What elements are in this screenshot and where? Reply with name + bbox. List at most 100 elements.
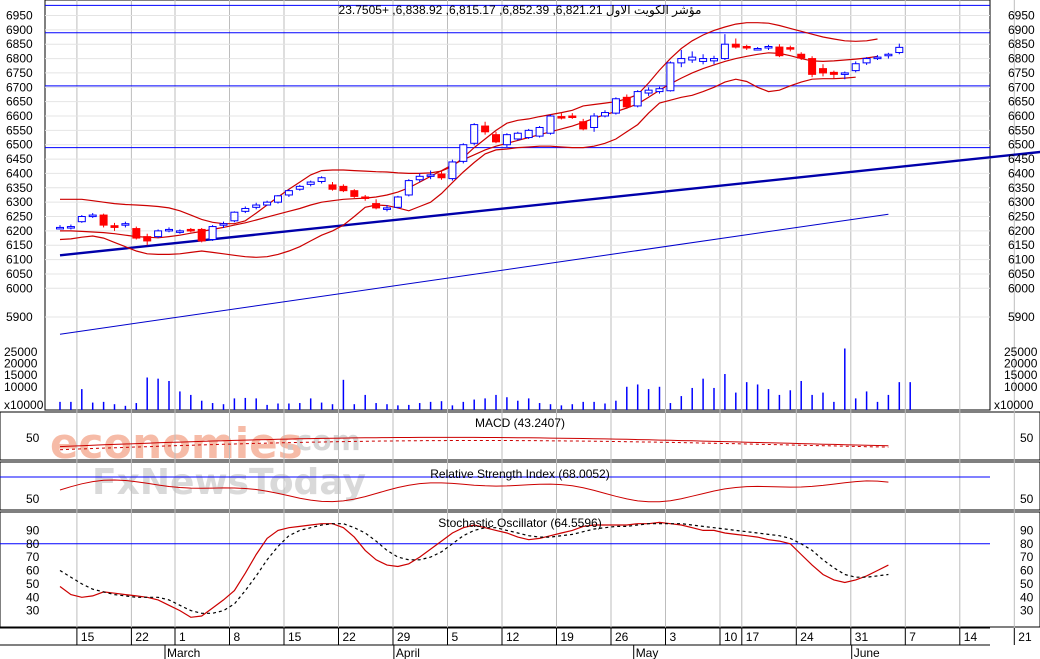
candle-up xyxy=(644,89,653,94)
price-ytick-left: 6050 xyxy=(6,267,33,281)
volume-ytick-left: 20000 xyxy=(4,357,38,371)
x-axis-month-label: June xyxy=(854,646,880,659)
candle-up xyxy=(720,43,729,60)
x-axis-day-label: 10 xyxy=(724,630,738,644)
macd-ytick-left: 50 xyxy=(26,431,40,445)
candle-up xyxy=(295,185,304,190)
price-ytick-left: 6150 xyxy=(6,238,33,252)
panel-frames xyxy=(0,0,1040,628)
candle-up xyxy=(415,175,424,181)
volume-ytick-left: 15000 xyxy=(4,368,38,382)
price-ytick-right: 6600 xyxy=(1008,109,1035,123)
candle-down xyxy=(492,134,500,143)
candle-down xyxy=(829,71,838,75)
price-ytick-right: 6800 xyxy=(1008,52,1035,66)
candle-up xyxy=(317,177,326,182)
candle-up xyxy=(448,161,457,180)
x-axis-day-label: 5 xyxy=(452,630,459,644)
stoch-ytick-right: 30 xyxy=(1020,604,1034,618)
candle-down xyxy=(568,115,577,118)
candle-up xyxy=(121,223,130,226)
x-axis-month-label: March xyxy=(167,646,200,659)
price-ytick-left: 6500 xyxy=(6,138,33,152)
rsi-title: Relative Strength Index (68.0052) xyxy=(430,467,609,481)
macd-title: MACD (43.2407) xyxy=(475,416,565,430)
price-ytick-left: 6700 xyxy=(6,80,33,94)
watermark: economies .com FxNewsToday xyxy=(50,419,366,503)
candle-up xyxy=(56,226,64,230)
stoch-ytick-right: 70 xyxy=(1020,550,1034,564)
stoch-title: Stochastic Oscillator (64.5596) xyxy=(438,516,601,530)
candle-up xyxy=(230,211,239,222)
candle-up xyxy=(77,216,86,223)
volume-ytick-left: 10000 xyxy=(4,380,38,394)
x-axis-day-label: 14 xyxy=(964,630,978,644)
candle-up xyxy=(383,207,391,210)
candle-down xyxy=(786,47,795,50)
x-axis-day-label: 31 xyxy=(855,630,869,644)
candle-down xyxy=(775,46,784,57)
candle-up xyxy=(677,58,686,64)
price-ytick-right: 6300 xyxy=(1008,195,1035,209)
price-ytick-right: 6350 xyxy=(1008,181,1035,195)
price-chart-title: مؤشر الكويت الاول 6,821.21, 6,852.39, 6,… xyxy=(339,3,702,18)
price-ytick-right: 6900 xyxy=(1008,23,1035,37)
candle-up xyxy=(252,204,261,208)
candle-down xyxy=(437,173,446,179)
candle-up xyxy=(633,91,642,107)
x-axis-day-label: 7 xyxy=(909,630,916,644)
x-axis-day-label: 3 xyxy=(670,630,677,644)
price-ytick-left: 6950 xyxy=(6,8,33,22)
price-ytick-left: 6100 xyxy=(6,253,33,267)
macd-signal-line xyxy=(59,440,889,451)
candle-down xyxy=(481,125,490,133)
watermark-fxnewstoday: FxNewsToday xyxy=(92,462,366,503)
x-axis: 15 22 1 8 15 22 29 5 12 19 26 3 10 17 24 31 7 14 21 March Ap… xyxy=(0,627,1032,659)
volume-unit-label-right: x10000 xyxy=(994,398,1034,412)
price-ytick-left: 6000 xyxy=(6,281,33,295)
rsi-panel-frame xyxy=(0,461,1040,511)
candle-up xyxy=(851,63,860,72)
x-axis-day-label: 12 xyxy=(506,630,520,644)
candle-down xyxy=(328,184,337,190)
price-ytick-left: 6800 xyxy=(6,52,33,66)
candle-up xyxy=(895,46,904,54)
candle-down xyxy=(808,58,817,75)
x-axis-day-label: 17 xyxy=(746,630,760,644)
x-axis-day-label: 15 xyxy=(81,630,95,644)
bollinger-middle-line xyxy=(60,52,878,239)
stoch-ytick-left: 50 xyxy=(26,577,40,591)
candle-up xyxy=(306,181,315,185)
candle-up xyxy=(611,98,620,114)
candle-up xyxy=(284,190,293,196)
stoch-ytick-left: 40 xyxy=(26,590,40,604)
rsi-ytick-right: 50 xyxy=(1020,492,1034,506)
candle-up xyxy=(666,62,675,92)
stoch-ytick-right: 60 xyxy=(1020,564,1034,578)
stoch-ytick-left: 60 xyxy=(26,564,40,578)
candle-up xyxy=(459,144,468,162)
price-ytick-left: 6550 xyxy=(6,123,33,137)
x-axis-day-label: 29 xyxy=(397,630,411,644)
price-ytick-left: 6200 xyxy=(6,224,33,238)
price-ytick-right: 6550 xyxy=(1008,123,1035,137)
x-axis-month-label: April xyxy=(396,646,420,659)
candle-down xyxy=(350,190,359,197)
x-axis-day-label: 22 xyxy=(135,630,149,644)
candle-up xyxy=(175,230,184,233)
candle-down xyxy=(110,225,119,228)
price-ytick-left: 6650 xyxy=(6,95,33,109)
candle-down xyxy=(372,203,381,209)
candle-up xyxy=(601,112,609,117)
rsi-line xyxy=(59,479,889,503)
price-ytick-left: 6600 xyxy=(6,109,33,123)
candle-up xyxy=(862,58,871,64)
price-ytick-right: 6050 xyxy=(1008,267,1035,281)
moving-average-line xyxy=(59,213,889,335)
candle-up xyxy=(88,214,97,218)
candlesticks xyxy=(56,34,904,246)
price-ytick-right: 6200 xyxy=(1008,224,1035,238)
macd-panel-frame xyxy=(0,411,1040,461)
stoch-ytick-left: 70 xyxy=(26,550,40,564)
